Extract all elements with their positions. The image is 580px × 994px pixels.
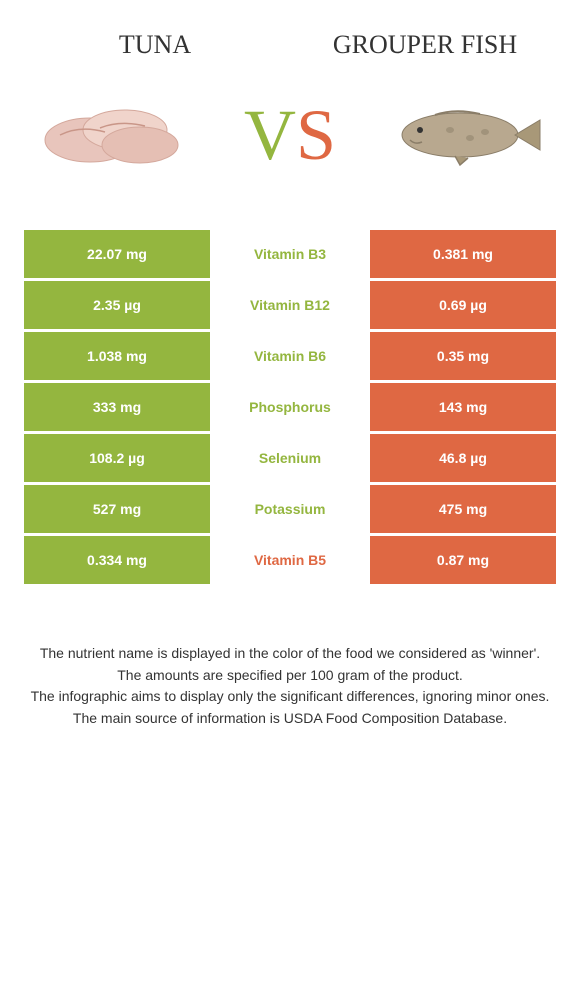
nutrient-name: Vitamin B6 bbox=[210, 332, 370, 380]
nutrient-row: 527 mgPotassium475 mg bbox=[24, 485, 556, 533]
nutrient-name: Selenium bbox=[210, 434, 370, 482]
nutrient-row: 333 mgPhosphorus143 mg bbox=[24, 383, 556, 431]
left-value: 0.334 mg bbox=[24, 536, 210, 584]
right-value: 0.381 mg bbox=[370, 230, 556, 278]
vs-v-letter: V bbox=[244, 95, 296, 175]
vs-label: VS bbox=[244, 94, 336, 177]
nutrient-name: Potassium bbox=[210, 485, 370, 533]
footer-line-4: The main source of information is USDA F… bbox=[30, 709, 550, 729]
left-value: 108.2 µg bbox=[24, 434, 210, 482]
right-value: 0.87 mg bbox=[370, 536, 556, 584]
nutrient-name: Vitamin B5 bbox=[210, 536, 370, 584]
right-value: 143 mg bbox=[370, 383, 556, 431]
footer-notes: The nutrient name is displayed in the co… bbox=[20, 644, 560, 728]
left-value: 527 mg bbox=[24, 485, 210, 533]
nutrient-row: 2.35 µgVitamin B120.69 µg bbox=[24, 281, 556, 329]
nutrient-row: 1.038 mgVitamin B60.35 mg bbox=[24, 332, 556, 380]
nutrient-row: 22.07 mgVitamin B30.381 mg bbox=[24, 230, 556, 278]
right-food-title: Grouper fish bbox=[325, 30, 525, 60]
nutrient-name: Vitamin B12 bbox=[210, 281, 370, 329]
vs-s-letter: S bbox=[296, 95, 336, 175]
nutrient-name: Phosphorus bbox=[210, 383, 370, 431]
left-value: 2.35 µg bbox=[24, 281, 210, 329]
right-value: 0.69 µg bbox=[370, 281, 556, 329]
nutrient-name: Vitamin B3 bbox=[210, 230, 370, 278]
right-value: 475 mg bbox=[370, 485, 556, 533]
right-value: 0.35 mg bbox=[370, 332, 556, 380]
grouper-image bbox=[380, 80, 550, 190]
left-value: 22.07 mg bbox=[24, 230, 210, 278]
tuna-image bbox=[30, 80, 200, 190]
left-value: 1.038 mg bbox=[24, 332, 210, 380]
footer-line-2: The amounts are specified per 100 gram o… bbox=[30, 666, 550, 686]
footer-line-3: The infographic aims to display only the… bbox=[30, 687, 550, 707]
nutrient-row: 108.2 µgSelenium46.8 µg bbox=[24, 434, 556, 482]
left-food-title: Tuna bbox=[55, 30, 255, 60]
footer-line-1: The nutrient name is displayed in the co… bbox=[30, 644, 550, 664]
nutrient-row: 0.334 mgVitamin B50.87 mg bbox=[24, 536, 556, 584]
left-value: 333 mg bbox=[24, 383, 210, 431]
right-value: 46.8 µg bbox=[370, 434, 556, 482]
nutrient-table: 22.07 mgVitamin B30.381 mg2.35 µgVitamin… bbox=[20, 230, 560, 584]
